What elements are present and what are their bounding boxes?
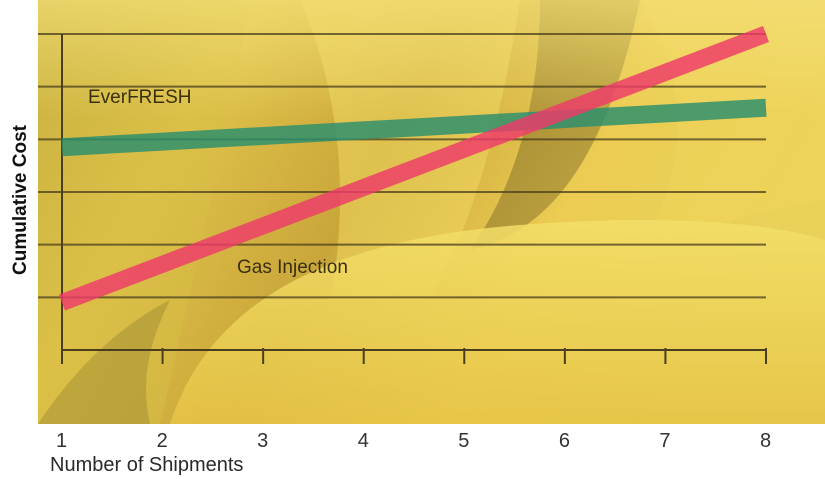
x-tick-label: 4 [358,430,369,452]
x-tick-label: 6 [559,430,570,452]
y-axis-title: Cumulative Cost [10,124,31,275]
x-axis-title: Number of Shipments [50,454,243,476]
x-tick-label: 7 [659,430,670,452]
series-line-everfresh [61,98,767,157]
x-tick-label: 8 [760,430,771,452]
x-tick-label: 5 [458,430,469,452]
x-tick-label: 2 [157,430,168,452]
axis-layer [61,34,767,364]
x-tick-label: 3 [257,430,268,452]
series-label-everfresh: EverFRESH [88,87,191,108]
x-tick-label: 1 [56,430,67,452]
x-tick-labels: 1 2 3 4 5 6 7 8 [56,430,771,452]
series-label-gas-injection: Gas Injection [237,257,348,278]
series-layer [58,26,770,311]
series-line-gas-injection [58,26,770,311]
